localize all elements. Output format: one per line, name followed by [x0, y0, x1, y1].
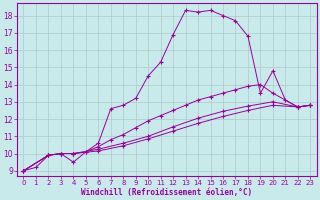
X-axis label: Windchill (Refroidissement éolien,°C): Windchill (Refroidissement éolien,°C): [81, 188, 252, 197]
